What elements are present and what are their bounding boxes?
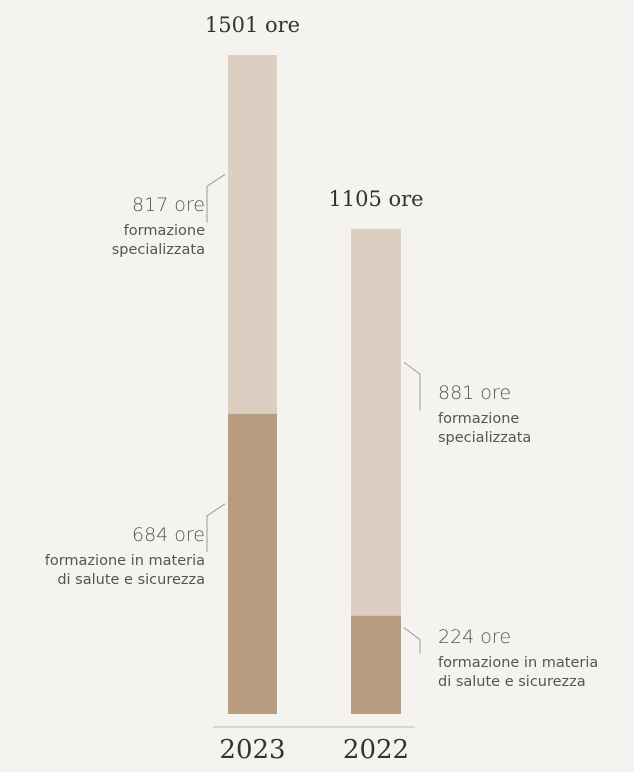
series-label: formazione in materia di salute e sicure… (44, 552, 205, 588)
bar-segment (228, 413, 277, 714)
x-tick-label: 2022 (342, 735, 410, 765)
segment-label: 817 ore formazione specializzata (33, 194, 205, 260)
segment-label: 881 ore formazione specializzata (438, 382, 610, 448)
leader-line (403, 627, 421, 654)
leader-line (206, 173, 226, 223)
series-label: formazione specializzata (438, 411, 532, 447)
value-label: 224 ore (438, 625, 512, 648)
bar-segment (351, 228, 401, 616)
total-label: 1105 ore (328, 186, 424, 211)
x-tick-label: 2023 (219, 735, 286, 765)
segment-label: 684 ore formazione in materia di salute e… (33, 524, 205, 590)
leader-line (403, 361, 421, 411)
series-label: formazione in materia di salute e sicure… (438, 654, 599, 690)
bar-segment (228, 55, 277, 414)
value-label: 684 ore (131, 523, 205, 546)
total-label: 1501 ore (204, 13, 301, 37)
leader-line (206, 503, 226, 552)
bar-segment (351, 615, 401, 714)
value-label: 881 ore (438, 382, 512, 405)
value-label: 817 ore (131, 194, 205, 217)
segment-label: 224 ore formazione in materia di salute e… (438, 626, 610, 692)
series-label: formazione specializzata (111, 223, 205, 259)
